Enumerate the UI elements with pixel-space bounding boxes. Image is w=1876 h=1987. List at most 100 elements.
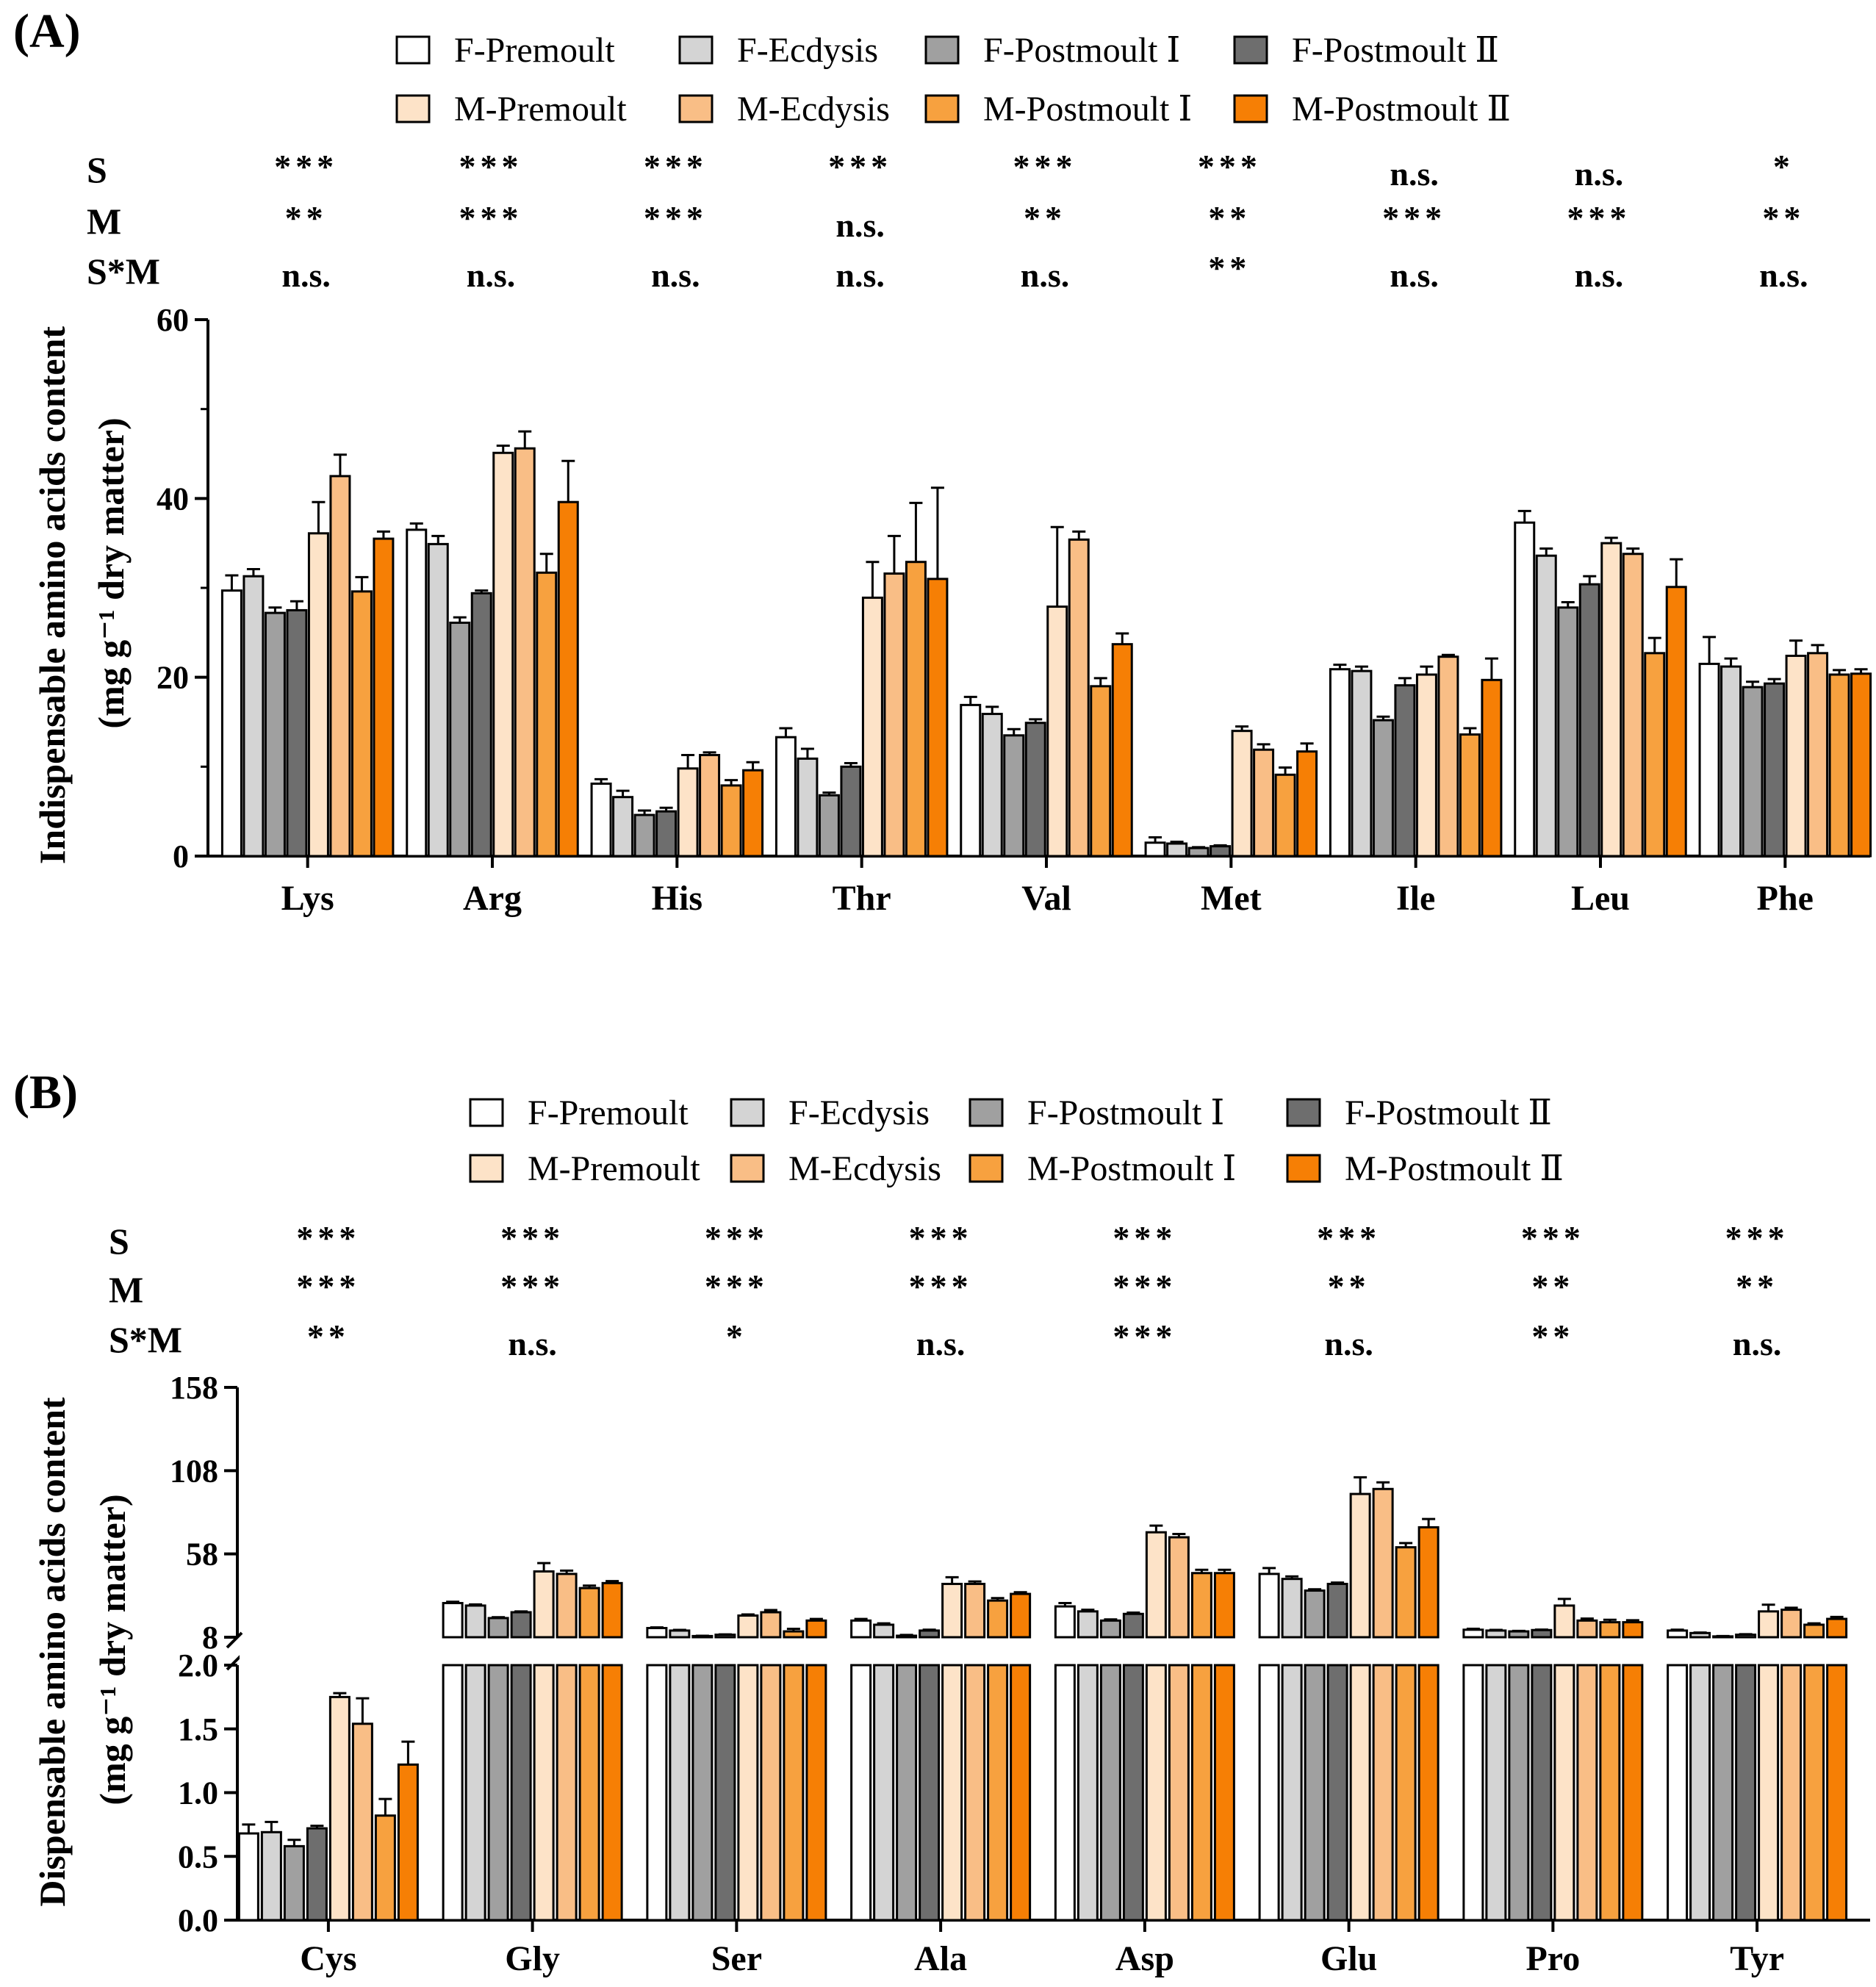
significance-s-gly: *** xyxy=(500,1219,564,1257)
bar-ala-f-postmoult-lower xyxy=(919,1664,941,1922)
bar-asp-f-postmoult-lower xyxy=(1122,1664,1144,1922)
bar-ser-m-premoult xyxy=(737,1614,759,1639)
bar-arg-f-ecdysis xyxy=(427,542,449,858)
significance-m-tyr: ** xyxy=(1736,1268,1778,1305)
bar-thr-m-ecdysis xyxy=(883,572,905,858)
bar-thr-f-premoult xyxy=(775,736,797,858)
bar-pro-f-postmoult xyxy=(1531,1628,1553,1639)
bar-lys-m-postmoult xyxy=(351,590,373,858)
significance-s-m-ala: n.s. xyxy=(916,1325,965,1362)
bar-ile-m-postmoult xyxy=(1459,733,1481,858)
x-tick-label-his: His xyxy=(652,879,702,918)
axis-break-mark xyxy=(226,1631,243,1649)
bar-phe-m-premoult xyxy=(1785,654,1807,858)
bar-ser-f-ecdysis xyxy=(669,1629,691,1639)
legend-label-f-postmoult: F-Postmoult Ⅰ xyxy=(1027,1093,1224,1132)
bar-gly-m-premoult xyxy=(533,1570,555,1639)
legend-label-m-ecdysis: M-Ecdysis xyxy=(788,1149,941,1188)
bar-glu-m-ecdysis xyxy=(1372,1487,1394,1639)
bar-asp-m-postmoult xyxy=(1190,1572,1212,1639)
stat-row-label-s: S xyxy=(87,149,107,190)
y-axis-units-a: (mg g⁻¹ dry matter) xyxy=(90,417,132,728)
legend-swatch-f-ecdysis xyxy=(730,1098,765,1127)
bar-asp-m-ecdysis xyxy=(1168,1536,1190,1639)
significance-m-ser: *** xyxy=(705,1268,769,1305)
bar-ser-f-postmoult-lower xyxy=(714,1664,736,1922)
x-tick-label-met: Met xyxy=(1201,879,1262,918)
y-tick-label-upper-8: 8 xyxy=(202,1620,218,1656)
y-tick-label-lower-0-0: 0.0 xyxy=(178,1902,218,1939)
bar-asp-m-ecdysis-lower xyxy=(1168,1664,1190,1922)
bar-arg-f-postmoult xyxy=(449,621,471,858)
stat-row-label-s-m: S*M xyxy=(87,251,160,292)
legend-swatch-m-postmoult xyxy=(1233,94,1268,123)
bar-pro-f-premoult-lower xyxy=(1462,1664,1484,1922)
bar-met-m-premoult xyxy=(1231,730,1253,858)
bar-ala-m-postmoult xyxy=(1010,1592,1032,1639)
bar-tyr-m-postmoult-lower xyxy=(1826,1664,1848,1922)
x-tick-label-val: Val xyxy=(1021,879,1071,918)
bar-tyr-m-premoult-lower xyxy=(1758,1664,1780,1922)
y-tick-label-20: 20 xyxy=(157,660,189,696)
bar-ser-m-postmoult xyxy=(783,1630,805,1639)
bar-val-m-postmoult xyxy=(1111,643,1133,858)
bar-asp-m-postmoult-lower xyxy=(1190,1664,1212,1922)
legend-swatch-f-premoult xyxy=(469,1098,504,1127)
bar-ile-m-postmoult xyxy=(1481,678,1503,858)
bar-pro-m-postmoult xyxy=(1599,1621,1621,1639)
significance-s-thr: *** xyxy=(828,148,892,185)
bar-gly-m-postmoult xyxy=(578,1587,600,1639)
significance-s-m-asp: *** xyxy=(1113,1318,1176,1355)
bar-arg-f-postmoult xyxy=(470,592,492,858)
bar-leu-f-premoult xyxy=(1514,521,1536,858)
panel-label-a: (A) xyxy=(13,4,81,58)
bar-glu-f-postmoult-lower xyxy=(1326,1664,1348,1922)
bar-thr-m-postmoult xyxy=(905,561,927,858)
bar-gly-f-ecdysis-lower xyxy=(464,1664,486,1922)
bar-his-m-postmoult xyxy=(742,769,764,858)
bar-glu-m-postmoult-lower xyxy=(1395,1664,1417,1922)
bar-his-f-postmoult xyxy=(633,813,655,858)
significance-m-glu: ** xyxy=(1328,1268,1370,1305)
bar-ile-f-premoult xyxy=(1329,668,1351,858)
bar-leu-m-ecdysis xyxy=(1622,553,1644,858)
x-tick-label-leu: Leu xyxy=(1571,879,1630,918)
bar-glu-m-premoult xyxy=(1349,1492,1371,1639)
bar-pro-m-ecdysis xyxy=(1576,1619,1598,1639)
bar-gly-f-postmoult-lower xyxy=(487,1664,509,1922)
bar-arg-m-postmoult xyxy=(557,500,579,858)
bar-tyr-m-premoult xyxy=(1758,1610,1780,1639)
bar-ala-m-postmoult xyxy=(987,1599,1009,1639)
bar-pro-m-postmoult-lower xyxy=(1599,1664,1621,1922)
legend-label-f-postmoult: F-Postmoult Ⅱ xyxy=(1292,31,1499,70)
y-tick-label-0: 0 xyxy=(173,838,189,874)
axis-break-mark xyxy=(226,1653,243,1671)
x-tick-label-lys: Lys xyxy=(281,879,334,918)
legend-label-f-premoult: F-Premoult xyxy=(528,1093,689,1132)
bar-glu-f-postmoult-lower xyxy=(1304,1664,1326,1922)
significance-s-glu: *** xyxy=(1317,1219,1381,1257)
bar-glu-m-postmoult-lower xyxy=(1417,1664,1440,1922)
bar-thr-f-ecdysis xyxy=(797,757,819,858)
bar-glu-f-postmoult xyxy=(1326,1582,1348,1639)
significance-m-his: *** xyxy=(644,199,708,237)
bar-lys-m-premoult xyxy=(307,532,329,858)
bar-glu-f-ecdysis xyxy=(1281,1578,1303,1639)
bar-pro-m-postmoult-lower xyxy=(1622,1664,1644,1922)
bar-glu-m-premoult-lower xyxy=(1349,1664,1371,1922)
bar-ala-f-premoult xyxy=(850,1619,872,1639)
significance-s-lys: *** xyxy=(274,148,338,185)
significance-m-met: ** xyxy=(1208,199,1251,237)
bar-met-f-postmoult xyxy=(1210,845,1232,858)
bar-cys-f-postmoult xyxy=(283,1844,305,1922)
bar-ala-f-premoult-lower xyxy=(850,1664,872,1922)
bar-phe-m-postmoult xyxy=(1850,672,1872,858)
legend-label-f-ecdysis: F-Ecdysis xyxy=(737,31,878,70)
bar-asp-f-postmoult xyxy=(1122,1612,1144,1639)
significance-s-phe: * xyxy=(1773,148,1794,185)
bar-cys-m-postmoult xyxy=(374,1814,396,1922)
bar-leu-m-postmoult xyxy=(1644,652,1666,858)
bar-val-f-premoult xyxy=(960,703,982,858)
y-tick-label-upper-158: 158 xyxy=(170,1370,218,1406)
